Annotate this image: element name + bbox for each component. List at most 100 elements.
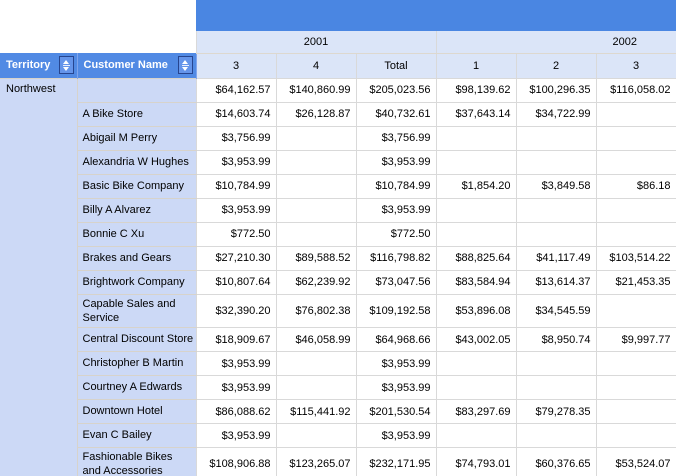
value-cell: $34,545.59 (515, 293, 597, 329)
year-header-row: 2001 2002 (0, 31, 676, 54)
value-cell: $74,793.01 (435, 447, 517, 476)
column-header-customer-name: Customer Name (77, 53, 197, 78)
value-cell: $53,524.07 (595, 447, 676, 476)
sort-updown-icon[interactable] (177, 56, 193, 75)
value-cell (515, 149, 597, 175)
value-cell: $140,860.99 (275, 77, 357, 103)
value-cell (595, 399, 676, 425)
value-cell (595, 351, 676, 377)
quarter-header: 3 (595, 52, 676, 79)
quarter-header: 1 (435, 52, 517, 79)
value-cell: $43,002.05 (435, 327, 517, 353)
value-cell: $64,968.66 (355, 327, 437, 353)
customer-cell: Billy A Alvarez (76, 197, 197, 223)
value-cell: $53,896.08 (435, 293, 517, 329)
value-cell: $83,297.69 (435, 399, 517, 425)
value-cell (595, 423, 676, 449)
value-cell: $83,584.94 (435, 269, 517, 295)
value-cell (595, 375, 676, 401)
value-cell: $76,802.38 (275, 293, 357, 329)
value-cell: $3,953.99 (195, 351, 277, 377)
value-cell (515, 221, 597, 247)
year-group-2001: 2001 (195, 31, 437, 54)
value-cell: $3,953.99 (195, 375, 277, 401)
column-header-territory: Territory (0, 53, 78, 78)
customer-cell: Alexandria W Hughes (76, 149, 197, 175)
value-cell (595, 101, 676, 127)
table-row: Central Discount Store $18,909.67 $46,058.… (0, 327, 676, 353)
value-cell: $108,906.88 (195, 447, 277, 476)
value-cell: $116,798.82 (355, 245, 437, 271)
customer-cell: Capable Sales and Service (76, 293, 197, 329)
table-row: Fashionable Bikes and Accessories $108,90… (0, 447, 676, 476)
value-cell: $62,239.92 (275, 269, 357, 295)
value-cell (275, 351, 357, 377)
value-cell: $46,058.99 (275, 327, 357, 353)
value-cell: $73,047.56 (355, 269, 437, 295)
value-cell: $41,117.49 (515, 245, 597, 271)
value-cell: $3,953.99 (355, 149, 437, 175)
value-cell: $64,162.57 (195, 77, 277, 103)
table-row: Basic Bike Company $10,784.99 $10,784.99 $1… (0, 173, 676, 199)
top-band (196, 0, 676, 31)
value-cell: $232,171.95 (355, 447, 437, 476)
value-cell: $89,588.52 (275, 245, 357, 271)
customer-cell: A Bike Store (76, 101, 197, 127)
matrix-body: Northwest $64,162.57 $140,860.99 $205,023.5… (0, 77, 676, 476)
value-cell (435, 423, 517, 449)
value-cell: $10,784.99 (195, 173, 277, 199)
quarter-header: 2 (515, 52, 597, 79)
value-cell (435, 197, 517, 223)
value-cell (595, 221, 676, 247)
value-cell: $18,909.67 (195, 327, 277, 353)
value-cell: $8,950.74 (515, 327, 597, 353)
value-cell: $3,953.99 (195, 149, 277, 175)
corner-blank (0, 31, 196, 53)
quarter-header: Total (355, 52, 437, 79)
value-cell: $3,953.99 (195, 423, 277, 449)
value-cell (595, 125, 676, 151)
year-group-2002: 2002 (435, 31, 676, 54)
top-band-row (0, 0, 676, 31)
value-cell: $26,128.87 (275, 101, 357, 127)
value-cell: $3,953.99 (355, 197, 437, 223)
value-cell: $109,192.58 (355, 293, 437, 329)
value-cell: $3,953.99 (355, 375, 437, 401)
value-cell: $3,849.58 (515, 173, 597, 199)
value-cell: $79,278.35 (515, 399, 597, 425)
value-cell (595, 149, 676, 175)
table-row: Northwest $64,162.57 $140,860.99 $205,023.5… (0, 77, 676, 476)
value-cell (275, 423, 357, 449)
value-cell: $86.18 (595, 173, 676, 199)
customer-cell: Evan C Bailey (76, 423, 197, 449)
table-row: Brakes and Gears $27,210.30 $89,588.52 $116… (0, 245, 676, 271)
table-row: Courtney A Edwards $3,953.99 $3,953.99 (0, 375, 676, 401)
value-cell: $772.50 (355, 221, 437, 247)
value-cell (275, 197, 357, 223)
value-cell (515, 375, 597, 401)
quarter-header: 3 (195, 52, 277, 79)
territory-header-label: Territory (6, 59, 51, 72)
value-cell (515, 197, 597, 223)
table-row: Capable Sales and Service $32,390.20 $76,8… (0, 293, 676, 329)
table-row: Bonnie C Xu $772.50 $772.50 (0, 221, 676, 247)
table-row: Christopher B Martin $3,953.99 $3,953.99 (0, 351, 676, 377)
value-cell: $40,732.61 (355, 101, 437, 127)
column-header-row: Territory Customer Name 3 4 Total 1 2 3 (0, 52, 676, 79)
value-cell: $772.50 (195, 221, 277, 247)
value-cell: $88,825.64 (435, 245, 517, 271)
value-cell (435, 375, 517, 401)
value-cell: $98,139.62 (435, 77, 517, 103)
value-cell: $37,643.14 (435, 101, 517, 127)
value-cell: $21,453.35 (595, 269, 676, 295)
value-cell: $14,603.74 (195, 101, 277, 127)
sort-updown-icon[interactable] (58, 56, 74, 75)
value-cell (435, 149, 517, 175)
value-cell (435, 125, 517, 151)
value-cell (275, 173, 357, 199)
value-cell (515, 351, 597, 377)
table-row: A Bike Store $14,603.74 $26,128.87 $40,732.… (0, 101, 676, 127)
value-cell: $32,390.20 (195, 293, 277, 329)
